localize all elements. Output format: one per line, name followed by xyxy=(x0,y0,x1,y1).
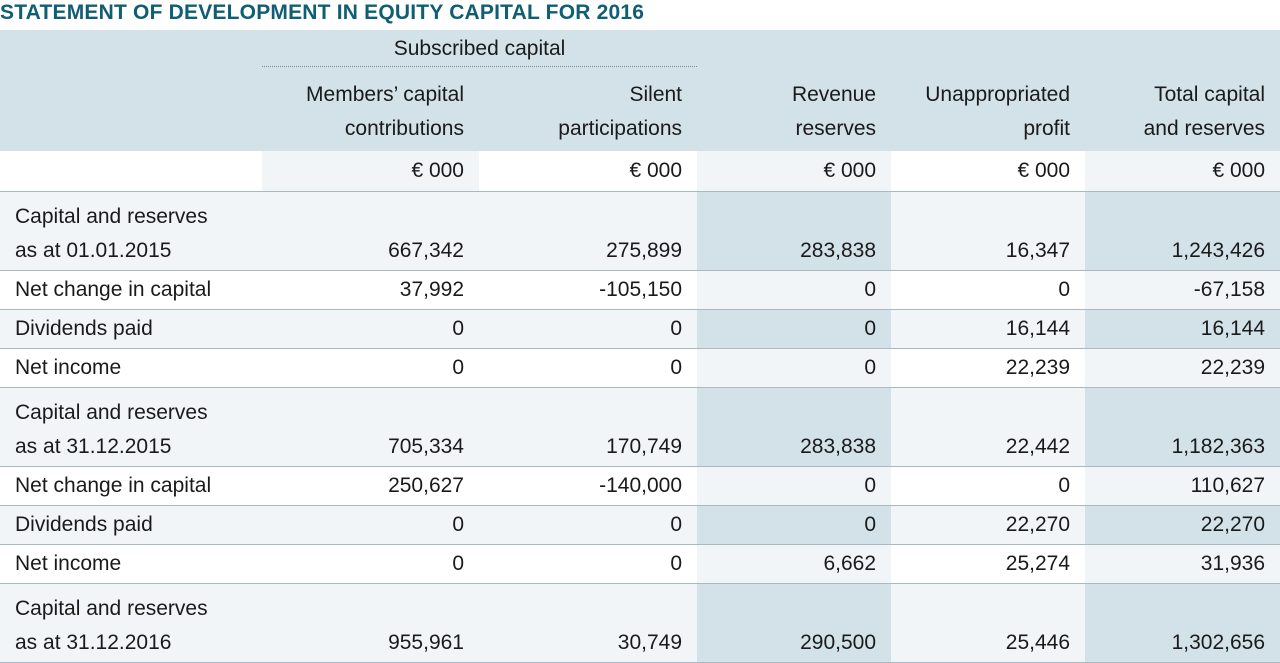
table-cell: 25,274 xyxy=(891,544,1086,584)
table-cell: 1,302,656 xyxy=(1085,583,1280,663)
unit-cell: € 000 xyxy=(262,151,479,192)
header-group-row: Subscribed capital xyxy=(0,30,1280,67)
table-row: Capital and reserves as at 31.12.2015 705… xyxy=(0,387,1280,467)
table-cell: 667,342 xyxy=(262,191,479,271)
unit-cell: € 000 xyxy=(479,151,698,192)
table-cell: 0 xyxy=(479,348,698,388)
unit-empty-cell xyxy=(0,151,262,192)
table-cell: 22,239 xyxy=(1085,348,1280,388)
table-cell: 1,182,363 xyxy=(1085,387,1280,467)
table-cell: -105,150 xyxy=(479,270,698,310)
table-cell: 283,838 xyxy=(697,387,892,467)
table-cell: 0 xyxy=(479,505,698,545)
row-label: Net income xyxy=(0,348,262,388)
table-cell: 1,243,426 xyxy=(1085,191,1280,271)
table-cell: 30,749 xyxy=(479,583,698,663)
table-row: Net income 0 0 6,662 25,274 31,936 xyxy=(0,544,1280,584)
table-cell: 283,838 xyxy=(697,191,892,271)
header-empty-cell xyxy=(1085,30,1280,67)
table-cell: 0 xyxy=(891,466,1086,506)
table-cell: 0 xyxy=(697,348,892,388)
table-row: Net change in capital 37,992 -105,150 0 … xyxy=(0,270,1280,310)
table-cell: 37,992 xyxy=(262,270,479,310)
page-title: STATEMENT OF DEVELOPMENT IN EQUITY CAPIT… xyxy=(0,1,645,24)
unit-cell: € 000 xyxy=(891,151,1086,192)
subscribed-capital-header: Subscribed capital xyxy=(262,30,698,67)
table-cell: 16,144 xyxy=(1085,309,1280,349)
header-empty-cell xyxy=(0,30,262,67)
table-cell: 22,270 xyxy=(891,505,1086,545)
column-header-row: Members’ capital contributions Silent part… xyxy=(0,67,1280,151)
row-label: Capital and reserves as at 31.12.2015 xyxy=(0,387,262,467)
row-label: Net change in capital xyxy=(0,466,262,506)
table-cell: 0 xyxy=(262,348,479,388)
table-cell: 955,961 xyxy=(262,583,479,663)
table-cell: 0 xyxy=(262,505,479,545)
table-cell: 31,936 xyxy=(1085,544,1280,584)
table-row: Net change in capital 250,627 -140,000 0… xyxy=(0,466,1280,506)
equity-statement-table: Subscribed capital Members’ capital contr… xyxy=(0,30,1280,663)
table-cell: 16,144 xyxy=(891,309,1086,349)
header-empty-cell xyxy=(0,67,262,151)
column-header: Silent participations xyxy=(479,67,698,151)
header-empty-cell xyxy=(697,30,892,67)
table-cell: 0 xyxy=(479,309,698,349)
table-row: Net income 0 0 0 22,239 22,239 xyxy=(0,348,1280,388)
unit-cell: € 000 xyxy=(1085,151,1280,192)
table-cell: 0 xyxy=(697,309,892,349)
header-empty-cell xyxy=(891,30,1086,67)
table-cell: 0 xyxy=(697,270,892,310)
table-cell: 25,446 xyxy=(891,583,1086,663)
table-cell: 290,500 xyxy=(697,583,892,663)
table-cell: -140,000 xyxy=(479,466,698,506)
unit-row: € 000 € 000 € 000 € 000 € 000 xyxy=(0,151,1280,192)
table-cell: 110,627 xyxy=(1085,466,1280,506)
table-row: Capital and reserves as at 31.12.2016 955… xyxy=(0,583,1280,663)
column-header: Members’ capital contributions xyxy=(262,67,479,151)
column-header: Total capital and reserves xyxy=(1085,67,1280,151)
row-label: Dividends paid xyxy=(0,505,262,545)
unit-cell: € 000 xyxy=(697,151,892,192)
dotted-divider xyxy=(262,66,698,67)
table-cell: 22,442 xyxy=(891,387,1086,467)
table-cell: -67,158 xyxy=(1085,270,1280,310)
row-label: Dividends paid xyxy=(0,309,262,349)
table-row: Capital and reserves as at 01.01.2015 667… xyxy=(0,191,1280,271)
table-cell: 0 xyxy=(262,309,479,349)
subscribed-capital-label: Subscribed capital xyxy=(393,36,566,60)
row-label: Capital and reserves as at 01.01.2015 xyxy=(0,191,262,271)
row-label: Net income xyxy=(0,544,262,584)
column-header: Unappropriated profit xyxy=(891,67,1086,151)
table-cell: 705,334 xyxy=(262,387,479,467)
row-label: Net change in capital xyxy=(0,270,262,310)
table-cell: 22,270 xyxy=(1085,505,1280,545)
column-header: Revenue reserves xyxy=(697,67,892,151)
table-cell: 0 xyxy=(479,544,698,584)
row-label: Capital and reserves as at 31.12.2016 xyxy=(0,583,262,663)
table-cell: 250,627 xyxy=(262,466,479,506)
table-cell: 16,347 xyxy=(891,191,1086,271)
table-cell: 170,749 xyxy=(479,387,698,467)
table-row: Dividends paid 0 0 0 16,144 16,144 xyxy=(0,309,1280,349)
table-cell: 22,239 xyxy=(891,348,1086,388)
table-row: Dividends paid 0 0 0 22,270 22,270 xyxy=(0,505,1280,545)
table-cell: 0 xyxy=(891,270,1086,310)
table-cell: 275,899 xyxy=(479,191,698,271)
table-cell: 0 xyxy=(262,544,479,584)
table-cell: 6,662 xyxy=(697,544,892,584)
table-cell: 0 xyxy=(697,466,892,506)
table-cell: 0 xyxy=(697,505,892,545)
